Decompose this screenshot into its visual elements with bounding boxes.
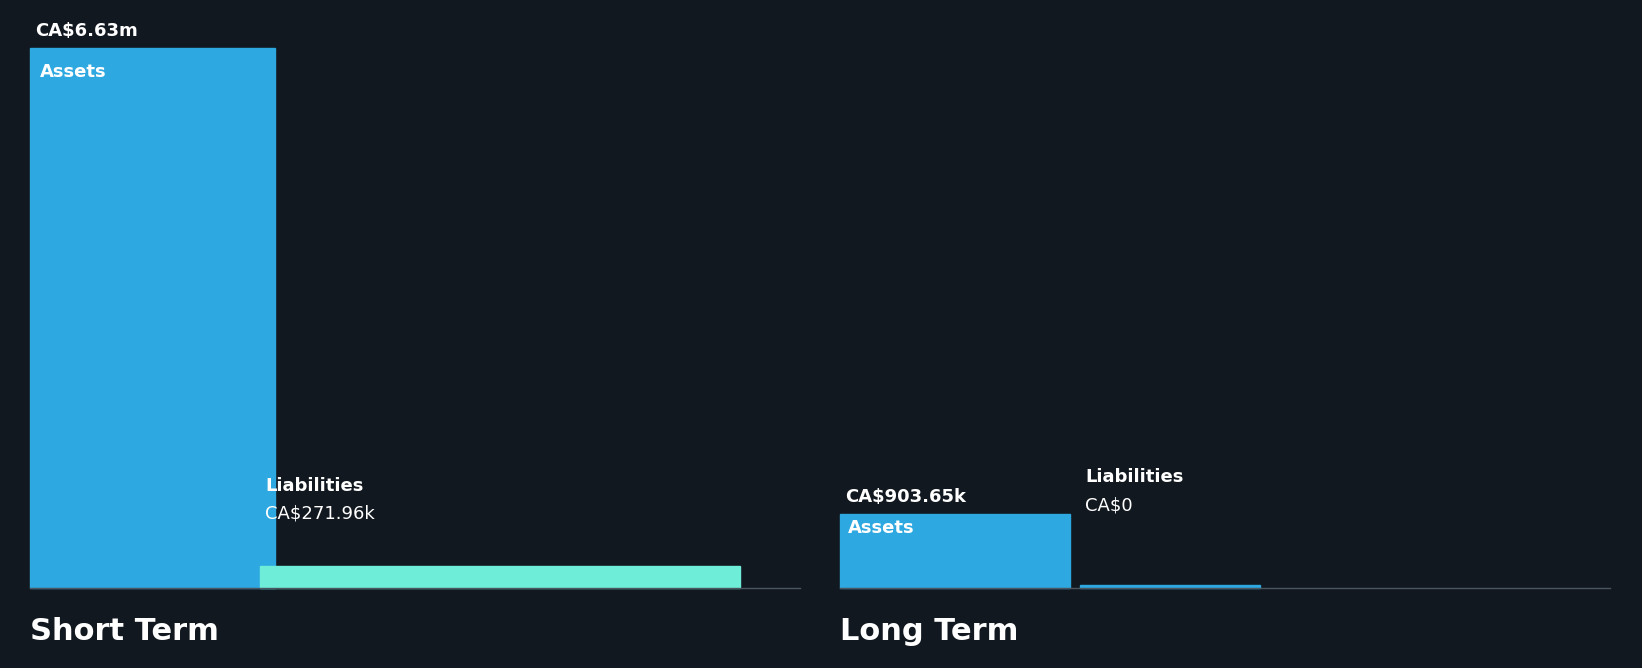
Bar	[30, 48, 274, 588]
Bar	[259, 566, 741, 588]
Text: CA$0: CA$0	[1085, 496, 1133, 514]
Text: CA$903.65k: CA$903.65k	[846, 488, 965, 506]
Bar	[1080, 585, 1259, 588]
Text: CA$6.63m: CA$6.63m	[34, 22, 138, 40]
Bar	[841, 514, 1071, 588]
Text: Long Term: Long Term	[841, 617, 1018, 646]
Text: Liabilities: Liabilities	[264, 477, 363, 494]
Text: CA$271.96k: CA$271.96k	[264, 504, 374, 522]
Text: Assets: Assets	[847, 520, 915, 537]
Text: Liabilities: Liabilities	[1085, 468, 1184, 486]
Text: Assets: Assets	[39, 63, 107, 81]
Text: Short Term: Short Term	[30, 617, 218, 646]
